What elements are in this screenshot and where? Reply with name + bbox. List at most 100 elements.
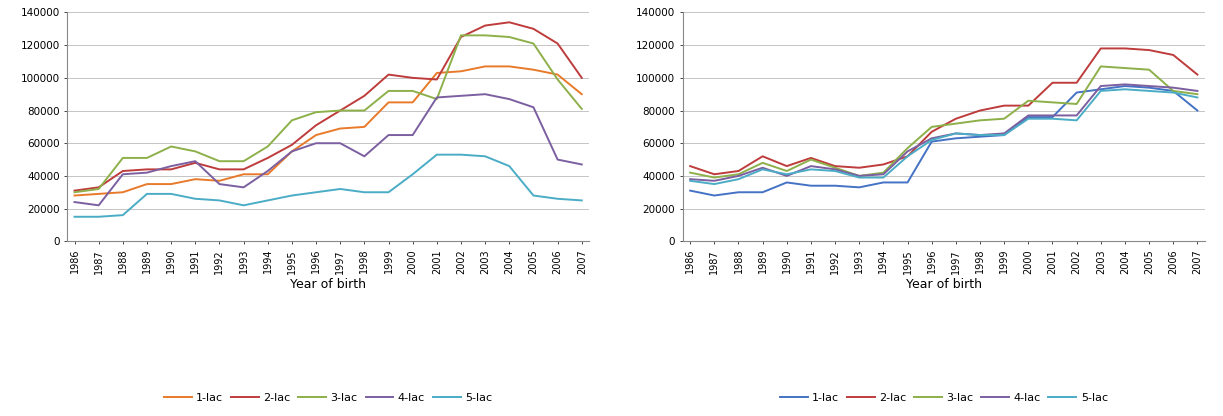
1-lac: [972, 134, 987, 139]
5-lac: [357, 190, 372, 195]
3-lac: [526, 41, 541, 46]
1-lac: [682, 188, 697, 193]
2-lac: [501, 20, 516, 25]
5-lac: [756, 167, 770, 172]
5-lac: [972, 133, 987, 138]
5-lac: [1021, 116, 1036, 121]
2-lac: [1046, 80, 1060, 85]
3-lac: [1190, 92, 1205, 97]
2-lac: [405, 75, 419, 80]
2-lac: [779, 163, 794, 168]
3-lac: [682, 170, 697, 175]
4-lac: [731, 173, 746, 178]
4-lac: [164, 163, 179, 168]
3-lac: [972, 118, 987, 123]
1-lac: [382, 100, 396, 105]
3-lac: [1069, 102, 1084, 106]
1-lac: [1166, 89, 1180, 94]
4-lac: [925, 136, 939, 141]
2-lac: [731, 168, 746, 173]
5-lac: [382, 190, 396, 195]
2-lac: [115, 168, 130, 173]
Line: 4-lac: 4-lac: [75, 94, 582, 206]
1-lac: [731, 190, 746, 195]
3-lac: [756, 160, 770, 165]
5-lac: [925, 137, 939, 142]
2-lac: [1093, 46, 1108, 51]
1-lac: [828, 183, 843, 188]
1-lac: [575, 92, 589, 97]
4-lac: [1166, 85, 1180, 90]
1-lac: [357, 124, 372, 129]
3-lac: [997, 116, 1011, 121]
1-lac: [236, 172, 251, 177]
5-lac: [1046, 116, 1060, 121]
3-lac: [852, 173, 867, 178]
2-lac: [164, 167, 179, 172]
3-lac: [876, 170, 890, 175]
2-lac: [67, 188, 82, 193]
1-lac: [1093, 87, 1108, 92]
2-lac: [997, 103, 1011, 108]
3-lac: [575, 106, 589, 111]
1-lac: [949, 136, 964, 141]
1-lac: [429, 70, 444, 75]
Line: 3-lac: 3-lac: [75, 35, 582, 192]
3-lac: [925, 124, 939, 129]
5-lac: [1093, 89, 1108, 94]
1-lac: [852, 185, 867, 190]
1-lac: [260, 172, 275, 177]
3-lac: [478, 33, 493, 38]
1-lac: [925, 139, 939, 144]
1-lac: [308, 133, 323, 138]
5-lac: [1069, 118, 1084, 123]
2-lac: [1190, 72, 1205, 77]
1-lac: [92, 191, 106, 196]
1-lac: [526, 67, 541, 72]
Line: 5-lac: 5-lac: [690, 89, 1197, 184]
1-lac: [1046, 114, 1060, 119]
4-lac: [260, 168, 275, 173]
4-lac: [92, 203, 106, 208]
4-lac: [575, 162, 589, 167]
Line: 4-lac: 4-lac: [690, 84, 1197, 181]
3-lac: [67, 190, 82, 195]
Legend: 1-lac, 2-lac, 3-lac, 4-lac, 5-lac: 1-lac, 2-lac, 3-lac, 4-lac, 5-lac: [775, 389, 1112, 408]
2-lac: [1021, 103, 1036, 108]
5-lac: [115, 213, 130, 218]
1-lac: [1069, 90, 1084, 95]
5-lac: [67, 214, 82, 219]
2-lac: [308, 123, 323, 128]
3-lac: [139, 156, 154, 161]
3-lac: [212, 158, 226, 163]
5-lac: [1190, 95, 1205, 100]
4-lac: [1118, 82, 1132, 87]
3-lac: [357, 108, 372, 113]
4-lac: [139, 170, 154, 175]
4-lac: [212, 182, 226, 187]
1-lac: [756, 190, 770, 195]
2-lac: [1069, 80, 1084, 85]
5-lac: [454, 152, 468, 157]
2-lac: [1166, 52, 1180, 57]
2-lac: [92, 185, 106, 190]
X-axis label: Year of birth: Year of birth: [290, 278, 366, 291]
3-lac: [1046, 100, 1060, 105]
1-lac: [1190, 108, 1205, 113]
3-lac: [1021, 98, 1036, 103]
4-lac: [779, 173, 794, 178]
4-lac: [405, 133, 419, 138]
4-lac: [828, 167, 843, 172]
1-lac: [550, 72, 565, 77]
3-lac: [707, 175, 722, 180]
3-lac: [949, 121, 964, 126]
5-lac: [852, 175, 867, 180]
4-lac: [115, 172, 130, 177]
1-lac: [139, 182, 154, 187]
5-lac: [876, 175, 890, 180]
4-lac: [526, 105, 541, 110]
5-lac: [997, 133, 1011, 138]
5-lac: [139, 191, 154, 196]
1-lac: [876, 180, 890, 185]
Line: 2-lac: 2-lac: [75, 22, 582, 191]
